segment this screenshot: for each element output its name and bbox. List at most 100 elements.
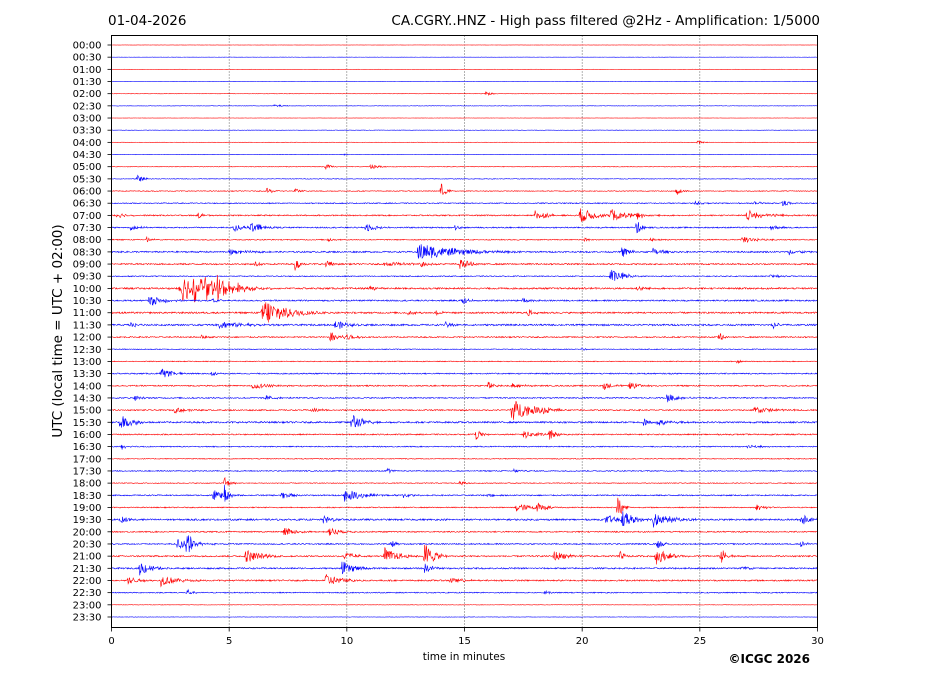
y-tick-label: 15:00 xyxy=(73,406,102,417)
x-axis-label: time in minutes xyxy=(423,651,505,663)
trace-row-0630 xyxy=(111,200,818,207)
y-tick-label: 16:00 xyxy=(73,430,102,441)
trace-row-1330 xyxy=(111,368,818,378)
y-tick-label: 23:30 xyxy=(73,612,102,623)
y-tick-label: 17:00 xyxy=(73,454,102,465)
y-tick-label: 01:30 xyxy=(73,77,102,88)
trace-row-1030 xyxy=(111,297,818,306)
trace-row-2030 xyxy=(111,535,818,553)
y-tick-label: 08:00 xyxy=(73,235,102,246)
y-tick-label: 12:00 xyxy=(73,333,102,344)
trace-row-0830 xyxy=(111,244,818,260)
y-tick-label: 18:00 xyxy=(73,479,102,490)
y-tick-label: 05:00 xyxy=(73,162,102,173)
y-tick-label: 14:00 xyxy=(73,381,102,392)
trace-row-0530 xyxy=(111,174,818,182)
trace-row-0200 xyxy=(111,90,818,96)
y-tick-label: 18:30 xyxy=(73,491,102,502)
trace-row-1700 xyxy=(111,457,818,460)
trace-row-1730 xyxy=(111,467,818,474)
x-tick-label: 25 xyxy=(693,636,706,647)
y-tick-label: 08:30 xyxy=(73,247,102,258)
trace-row-1830 xyxy=(111,484,818,502)
y-tick-label: 04:00 xyxy=(73,138,102,149)
trace-row-0730 xyxy=(111,222,818,234)
y-tick-label: 09:30 xyxy=(73,272,102,283)
trace-row-1300 xyxy=(111,359,818,364)
x-tick-label: 10 xyxy=(340,636,353,647)
y-tick-label: 04:30 xyxy=(73,150,102,161)
y-tick-label: 00:30 xyxy=(73,53,102,64)
trace-row-0800 xyxy=(111,235,818,243)
trace-row-1630 xyxy=(111,444,818,450)
trace-row-1600 xyxy=(111,429,818,440)
y-tick-label: 05:30 xyxy=(73,174,102,185)
y-tick-label: 07:30 xyxy=(73,223,102,234)
trace-row-1500 xyxy=(111,401,818,420)
trace-row-1900 xyxy=(111,497,818,515)
trace-row-0900 xyxy=(111,259,818,271)
chart-title: CA.CGRY..HNZ - High pass filtered @2Hz -… xyxy=(391,13,820,29)
y-tick-label: 15:30 xyxy=(73,418,102,429)
y-tick-label: 02:30 xyxy=(73,101,102,112)
x-tick-labels: 0 5 10 15 20 25 30 xyxy=(108,627,824,647)
y-tick-label: 06:30 xyxy=(73,199,102,210)
y-tick-label: 23:00 xyxy=(73,600,102,611)
trace-row-1430 xyxy=(111,394,818,403)
y-tick-label: 19:30 xyxy=(73,515,102,526)
trace-row-0700 xyxy=(111,208,818,222)
trace-row-0930 xyxy=(111,269,818,281)
y-tick-label: 17:30 xyxy=(73,466,102,477)
trace-row-1800 xyxy=(111,476,818,486)
y-tick-label: 14:30 xyxy=(73,393,102,404)
y-tick-label: 13:00 xyxy=(73,357,102,368)
vertical-grid xyxy=(228,35,701,628)
trace-row-0600 xyxy=(111,183,818,195)
trace-row-1130 xyxy=(111,320,818,330)
y-tick-label: 11:30 xyxy=(73,320,102,331)
x-tick-label: 20 xyxy=(576,636,589,647)
x-tick-label: 0 xyxy=(108,636,114,647)
trace-row-2100 xyxy=(111,544,818,565)
trace-row-1230 xyxy=(111,347,818,351)
y-tick-label: 06:00 xyxy=(73,187,102,198)
chart-date: 01-04-2026 xyxy=(108,13,186,29)
trace-row-1000 xyxy=(111,274,818,303)
y-tick-label: 03:00 xyxy=(73,114,102,125)
trace-row-0230 xyxy=(111,104,818,108)
x-tick-label: 5 xyxy=(226,636,232,647)
trace-row-0400 xyxy=(111,140,818,144)
x-tick-label: 15 xyxy=(458,636,471,647)
y-axis-label: UTC (local time = UTC + 02:00) xyxy=(50,224,66,437)
x-tick-label: 30 xyxy=(811,636,824,647)
y-tick-label: 10:30 xyxy=(73,296,102,307)
trace-row-2000 xyxy=(111,527,818,536)
trace-row-1400 xyxy=(111,381,818,391)
y-tick-label: 20:00 xyxy=(73,527,102,538)
y-tick-label: 09:00 xyxy=(73,260,102,271)
y-tick-label: 22:00 xyxy=(73,576,102,587)
copyright-label: ©ICGC 2026 xyxy=(728,652,810,666)
y-tick-label: 12:30 xyxy=(73,345,102,356)
y-tick-label: 11:00 xyxy=(73,308,102,319)
y-tick-label: 03:30 xyxy=(73,126,102,137)
trace-row-0430 xyxy=(111,153,818,156)
y-tick-label: 22:30 xyxy=(73,588,102,599)
y-tick-label: 00:00 xyxy=(73,41,102,52)
y-tick-label: 13:30 xyxy=(73,369,102,380)
y-tick-label: 19:00 xyxy=(73,503,102,514)
trace-row-0500 xyxy=(111,164,818,170)
trace-row-1930 xyxy=(111,511,818,528)
y-tick-label: 21:00 xyxy=(73,552,102,563)
trace-row-2130 xyxy=(111,561,818,576)
trace-row-1200 xyxy=(111,332,818,342)
y-tick-label: 01:00 xyxy=(73,65,102,76)
y-tick-label: 21:30 xyxy=(73,564,102,575)
trace-row-2200 xyxy=(111,574,818,588)
trace-row-2230 xyxy=(111,588,818,595)
seismic-traces xyxy=(111,44,818,618)
y-tick-label: 10:00 xyxy=(73,284,102,295)
trace-row-1530 xyxy=(111,414,818,428)
